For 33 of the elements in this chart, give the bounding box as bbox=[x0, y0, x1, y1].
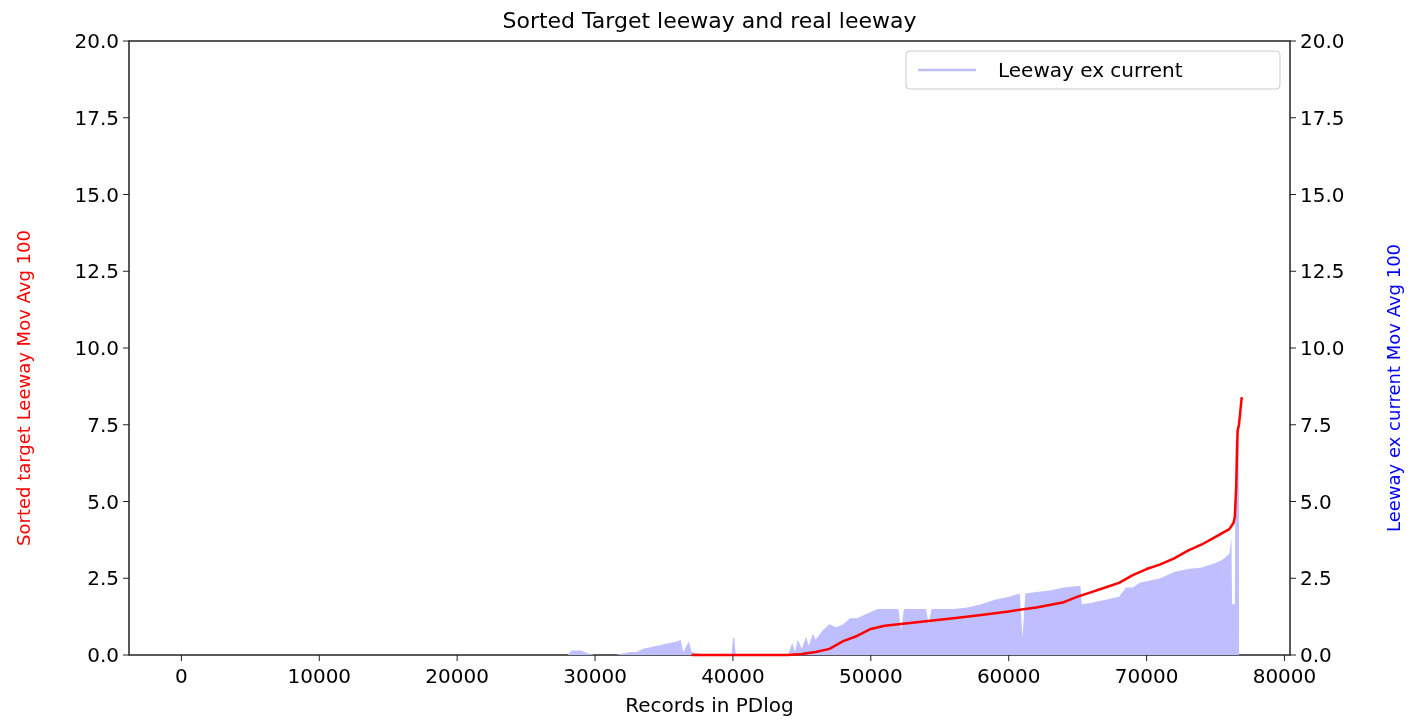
y-tick-label: 10.0 bbox=[74, 336, 119, 360]
x-tick-label: 10000 bbox=[287, 664, 352, 688]
x-tick-label: 30000 bbox=[563, 664, 627, 688]
x-tick-label: 20000 bbox=[425, 664, 489, 688]
y2-tick-label: 5.0 bbox=[1300, 489, 1332, 514]
legend-label: Leeway ex current bbox=[998, 58, 1183, 82]
y2-tick-label: 12.5 bbox=[1300, 259, 1345, 284]
y2-tick-label: 10.0 bbox=[1300, 336, 1345, 360]
y2-tick-label: 15.0 bbox=[1300, 182, 1345, 207]
y-tick-label: 5.0 bbox=[87, 489, 119, 514]
line-series bbox=[690, 395, 1243, 657]
y-tick-label: 0.0 bbox=[87, 643, 119, 667]
y2-tick-label: 17.5 bbox=[1300, 105, 1345, 130]
y-tick-label: 2.5 bbox=[87, 566, 119, 591]
y-tick-label: 20.0 bbox=[74, 29, 119, 53]
x-tick-label: 40000 bbox=[701, 664, 765, 688]
y2-tick-label: 20.0 bbox=[1300, 29, 1345, 53]
y-tick-label: 17.5 bbox=[74, 105, 119, 130]
y-tick-label: 7.5 bbox=[87, 412, 119, 437]
x-tick-label: 60000 bbox=[976, 664, 1041, 688]
x-tick-label: 0 bbox=[175, 664, 188, 688]
y2-tick-label: 0.0 bbox=[1300, 643, 1332, 667]
y2-tick-label: 7.5 bbox=[1300, 412, 1332, 437]
y2-axis-title: Leeway ex current Mov Avg 100 bbox=[1383, 243, 1404, 533]
x-axis-title: Records in PDlog bbox=[625, 693, 794, 717]
x-tick-label: 80000 bbox=[1252, 664, 1317, 688]
y-tick-label: 15.0 bbox=[74, 182, 119, 207]
y2-tick-label: 2.5 bbox=[1300, 566, 1332, 591]
x-tick-label: 50000 bbox=[839, 664, 903, 688]
x-tick-label: 70000 bbox=[1114, 664, 1179, 688]
y-tick-label: 12.5 bbox=[74, 259, 119, 284]
chart-title: Sorted Target leeway and real leeway bbox=[502, 8, 917, 33]
y-axis-title: Sorted target Leeway Mov Avg 100 bbox=[13, 230, 34, 546]
